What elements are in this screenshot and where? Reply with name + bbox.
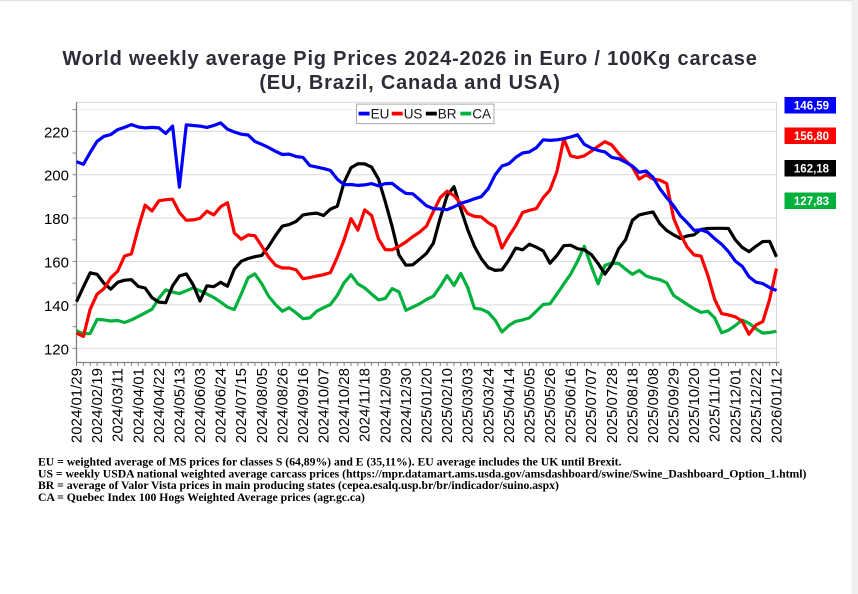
svg-text:2024/08/05: 2024/08/05	[254, 368, 271, 443]
svg-text:2025/03/24: 2025/03/24	[480, 368, 497, 443]
svg-text:160: 160	[44, 255, 69, 272]
svg-text:2025/01/20: 2025/01/20	[419, 368, 436, 443]
svg-text:180: 180	[44, 211, 69, 228]
svg-text:EU: EU	[371, 106, 390, 121]
svg-text:146,59: 146,59	[794, 101, 829, 113]
svg-text:2025/02/10: 2025/02/10	[439, 368, 456, 443]
svg-text:US = weekly USDA national weig: US = weekly USDA national weighted avera…	[38, 467, 806, 480]
svg-text:2024/08/26: 2024/08/26	[274, 368, 291, 443]
svg-text:2024/06/24: 2024/06/24	[213, 368, 230, 443]
svg-text:2024/01/29: 2024/01/29	[69, 368, 86, 443]
svg-text:2025/08/18: 2025/08/18	[624, 368, 641, 443]
svg-text:127,83: 127,83	[794, 196, 829, 208]
svg-text:2024/09/16: 2024/09/16	[295, 368, 312, 443]
svg-text:2025/09/29: 2025/09/29	[666, 368, 683, 443]
svg-text:CA: CA	[472, 106, 491, 121]
svg-text:156,80: 156,80	[794, 131, 829, 143]
svg-text:2025/04/14: 2025/04/14	[501, 368, 518, 443]
svg-text:BR: BR	[438, 106, 457, 121]
svg-text:2024/04/22: 2024/04/22	[151, 368, 168, 443]
svg-text:2024/04/01: 2024/04/01	[130, 368, 147, 443]
svg-text:2024/06/03: 2024/06/03	[192, 368, 209, 443]
svg-text:2025/12/22: 2025/12/22	[748, 368, 765, 443]
svg-text:140: 140	[44, 298, 69, 315]
svg-text:220: 220	[44, 124, 69, 141]
svg-text:2026/01/12: 2026/01/12	[769, 368, 786, 443]
svg-text:2024/10/28: 2024/10/28	[336, 368, 353, 443]
svg-text:2024/07/15: 2024/07/15	[233, 368, 250, 443]
svg-text:2025/12/01: 2025/12/01	[727, 368, 744, 443]
svg-text:2025/06/16: 2025/06/16	[563, 368, 580, 443]
svg-text:162,18: 162,18	[794, 164, 830, 176]
svg-text:2024/10/07: 2024/10/07	[316, 368, 333, 443]
svg-text:US: US	[404, 106, 423, 121]
svg-text:2025/07/07: 2025/07/07	[583, 368, 600, 443]
svg-text:2024/12/09: 2024/12/09	[377, 368, 394, 443]
svg-text:2025/07/28: 2025/07/28	[604, 368, 621, 443]
svg-text:2024/05/13: 2024/05/13	[171, 368, 188, 443]
svg-text:2025/05/05: 2025/05/05	[521, 368, 538, 443]
svg-text:2025/09/08: 2025/09/08	[645, 368, 662, 443]
svg-text:200: 200	[44, 168, 69, 185]
svg-text:2025/03/03: 2025/03/03	[460, 368, 477, 443]
svg-text:BR = average of Valor Vista pr: BR = average of Valor Vista prices in ma…	[38, 479, 559, 492]
svg-text:2024/11/18: 2024/11/18	[357, 368, 374, 442]
svg-text:120: 120	[44, 341, 69, 358]
svg-text:2025/05/26: 2025/05/26	[542, 368, 559, 443]
svg-text:(EU, Brazil, Canada and USA): (EU, Brazil, Canada and USA)	[259, 72, 560, 94]
svg-text:2025/10/20: 2025/10/20	[686, 368, 703, 443]
svg-text:World weekly average Pig Price: World weekly average Pig Prices 2024-202…	[62, 48, 757, 70]
svg-text:EU = weighted average of MS pr: EU = weighted average of MS prices for c…	[38, 456, 621, 469]
svg-text:2025/11/10: 2025/11/10	[707, 368, 724, 442]
svg-text:2024/03/11: 2024/03/11	[110, 368, 127, 442]
svg-text:2024/12/30: 2024/12/30	[398, 368, 415, 443]
svg-text:CA = Quebec Index 100 Hogs Wei: CA = Quebec Index 100 Hogs Weighted Aver…	[38, 491, 365, 504]
svg-text:2024/02/19: 2024/02/19	[89, 368, 106, 443]
